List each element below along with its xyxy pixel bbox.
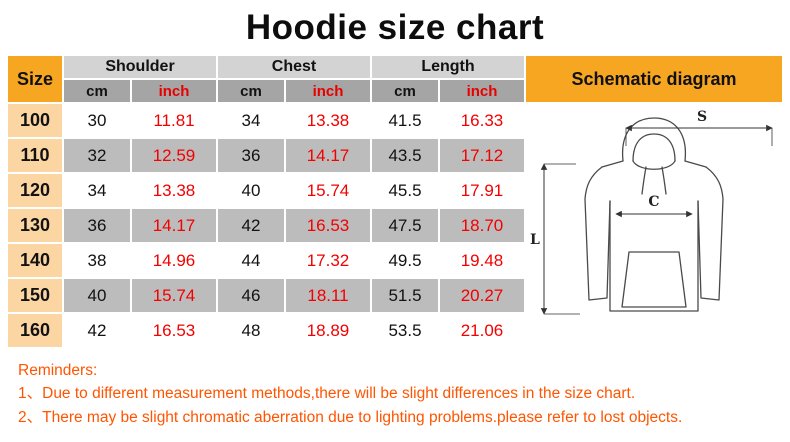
shoulder-inch-cell: 14.96 <box>132 244 216 277</box>
size-cell: 100 <box>8 104 62 137</box>
shoulder-cm-header: cm <box>64 80 130 102</box>
hoodie-schematic-svg: S L C <box>530 109 773 315</box>
schematic-header: Schematic diagram <box>526 56 782 102</box>
length-inch-cell: 21.06 <box>440 314 524 347</box>
shoulder-cm-cell: 34 <box>64 174 130 207</box>
length-inch-header: inch <box>440 80 524 102</box>
chest-inch-cell: 17.32 <box>286 244 370 277</box>
chest-inch-cell: 13.38 <box>286 104 370 137</box>
shoulder-inch-cell: 15.74 <box>132 279 216 312</box>
size-cell: 150 <box>8 279 62 312</box>
chest-cm-cell: 48 <box>218 314 284 347</box>
size-cell: 110 <box>8 139 62 172</box>
length-inch-cell: 17.12 <box>440 139 524 172</box>
chest-cm-cell: 46 <box>218 279 284 312</box>
shoulder-inch-header: inch <box>132 80 216 102</box>
length-cm-cell: 53.5 <box>372 314 438 347</box>
chest-cm-cell: 34 <box>218 104 284 137</box>
reminder-item-1: 1、Due to different measurement methods,t… <box>18 385 636 403</box>
size-table: Size Shoulder Chest Length cm inch cm in… <box>8 56 524 347</box>
shoulder-inch-cell: 11.81 <box>132 104 216 137</box>
chest-cm-cell: 44 <box>218 244 284 277</box>
shoulder-inch-cell: 14.17 <box>132 209 216 242</box>
shoulder-group-header: Shoulder <box>64 56 216 78</box>
length-cm-cell: 49.5 <box>372 244 438 277</box>
length-inch-cell: 18.70 <box>440 209 524 242</box>
shoulder-cm-cell: 42 <box>64 314 130 347</box>
shoulder-cm-cell: 40 <box>64 279 130 312</box>
chest-cm-cell: 40 <box>218 174 284 207</box>
chest-inch-cell: 18.11 <box>286 279 370 312</box>
reminder-item-2: 2、There may be slight chromatic aberrati… <box>18 408 683 426</box>
dimension-lines <box>540 124 773 315</box>
length-cm-cell: 51.5 <box>372 279 438 312</box>
shoulder-inch-cell: 13.38 <box>132 174 216 207</box>
length-cm-cell: 41.5 <box>372 104 438 137</box>
size-chart: Size Shoulder Chest Length cm inch cm in… <box>8 56 782 347</box>
length-inch-cell: 16.33 <box>440 104 524 137</box>
size-cell: 120 <box>8 174 62 207</box>
shoulder-cm-cell: 32 <box>64 139 130 172</box>
chest-inch-cell: 14.17 <box>286 139 370 172</box>
length-inch-cell: 19.48 <box>440 244 524 277</box>
length-inch-cell: 20.27 <box>440 279 524 312</box>
chest-cm-cell: 42 <box>218 209 284 242</box>
schematic-diagram: S L C <box>526 104 782 347</box>
chest-dimension-label: C <box>648 194 659 210</box>
page-title: Hoodie size chart <box>245 8 545 47</box>
chest-group-header: Chest <box>218 56 370 78</box>
shoulder-cm-cell: 36 <box>64 209 130 242</box>
length-cm-cell: 45.5 <box>372 174 438 207</box>
size-column-header: Size <box>8 56 62 102</box>
shoulder-dimension-label: S <box>697 109 707 125</box>
chest-cm-cell: 36 <box>218 139 284 172</box>
chest-inch-cell: 16.53 <box>286 209 370 242</box>
length-group-header: Length <box>372 56 524 78</box>
shoulder-cm-cell: 30 <box>64 104 130 137</box>
reminders-heading: Reminders: <box>18 362 98 379</box>
chest-cm-header: cm <box>218 80 284 102</box>
size-cell: 140 <box>8 244 62 277</box>
hoodie-outline <box>584 117 724 312</box>
reminders-section: Reminders: 1、Due to different measuremen… <box>18 359 790 429</box>
length-cm-header: cm <box>372 80 438 102</box>
schematic-column: Schematic diagram <box>526 56 782 347</box>
shoulder-inch-cell: 12.59 <box>132 139 216 172</box>
chest-inch-cell: 15.74 <box>286 174 370 207</box>
length-cm-cell: 43.5 <box>372 139 438 172</box>
shoulder-cm-cell: 38 <box>64 244 130 277</box>
chest-inch-cell: 18.89 <box>286 314 370 347</box>
length-dimension-label: L <box>530 232 540 248</box>
shoulder-inch-cell: 16.53 <box>132 314 216 347</box>
chest-inch-header: inch <box>286 80 370 102</box>
size-cell: 160 <box>8 314 62 347</box>
length-inch-cell: 17.91 <box>440 174 524 207</box>
size-cell: 130 <box>8 209 62 242</box>
length-cm-cell: 47.5 <box>372 209 438 242</box>
